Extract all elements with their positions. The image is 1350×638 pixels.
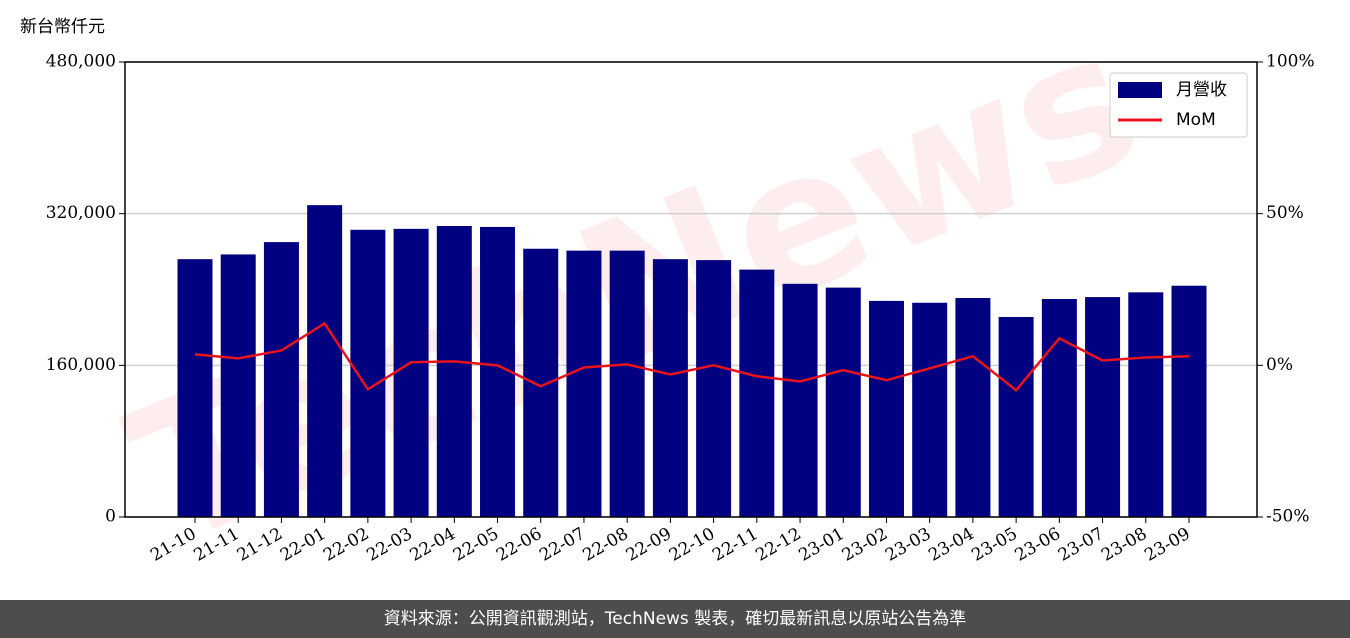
- line: [194, 321, 1190, 392]
- y-tick-label: 480,000: [46, 52, 116, 72]
- x-tick-label: 22-07: [536, 524, 588, 566]
- x-tick-label: 22-04: [407, 524, 459, 566]
- x-tick-label: 23-08: [1098, 524, 1150, 566]
- x-tick-label: 22-08: [579, 524, 631, 566]
- bar: [739, 269, 775, 517]
- y2-tick-label: 100%: [1266, 52, 1315, 72]
- y2-tick-label: 50%: [1266, 203, 1304, 223]
- bar: [652, 259, 688, 517]
- bar: [696, 260, 732, 517]
- x-tick-label: 22-03: [363, 524, 415, 566]
- bar: [307, 205, 343, 517]
- source-note: 資料來源：公開資訊觀測站，TechNews 製表，確切最新訊息以原站公告為準: [384, 609, 966, 629]
- bar: [955, 298, 991, 517]
- bar: [609, 250, 645, 517]
- y-tick-label: 0: [105, 507, 116, 527]
- bar: [782, 283, 818, 517]
- bar: [868, 300, 904, 517]
- legend-label: 月營收: [1176, 80, 1227, 100]
- bar: [825, 287, 861, 517]
- bar: [350, 229, 386, 517]
- bar: [263, 242, 299, 517]
- y2-tick-label: 0%: [1266, 355, 1293, 375]
- plot-frame: [124, 61, 1258, 518]
- legend-label: MoM: [1176, 110, 1216, 130]
- bar: [1171, 285, 1207, 517]
- x-tick-label: 22-09: [623, 524, 675, 566]
- x-tick-label: 22-06: [493, 524, 545, 566]
- bar: [220, 254, 256, 518]
- bar: [998, 316, 1034, 517]
- x-tick-label: 23-03: [882, 524, 934, 566]
- x-tick-label: 23-06: [1012, 524, 1064, 566]
- x-tick-label: 22-11: [709, 524, 761, 566]
- x-tick-label: 22-12: [752, 524, 804, 566]
- y-tick-label: 160,000: [46, 355, 116, 375]
- x-tick-label: 22-05: [450, 524, 502, 566]
- legend-swatch: [1118, 82, 1162, 98]
- bar: [1128, 292, 1164, 517]
- bar: [393, 228, 429, 518]
- bar: [436, 225, 472, 518]
- x-tick-label: 23-02: [839, 524, 891, 566]
- y-tick-label: 320,000: [46, 203, 116, 223]
- x-tick-label: 22-10: [666, 524, 718, 566]
- y-axis-label: 新台幣仟元: [20, 17, 105, 37]
- bar: [912, 302, 948, 517]
- footer-bar: [0, 600, 1350, 638]
- bar: [523, 248, 559, 518]
- y2-tick-label: -50%: [1266, 507, 1310, 527]
- bar: [566, 250, 602, 517]
- x-tick-label: 23-07: [1055, 524, 1107, 566]
- x-tick-label: 23-01: [796, 524, 848, 566]
- bar: [177, 259, 213, 517]
- x-tick-label: 23-09: [1141, 524, 1193, 566]
- bar: [1085, 297, 1121, 517]
- x-tick-label: 23-05: [968, 524, 1020, 566]
- bar: [1041, 298, 1077, 517]
- x-tick-label: 23-04: [925, 524, 977, 566]
